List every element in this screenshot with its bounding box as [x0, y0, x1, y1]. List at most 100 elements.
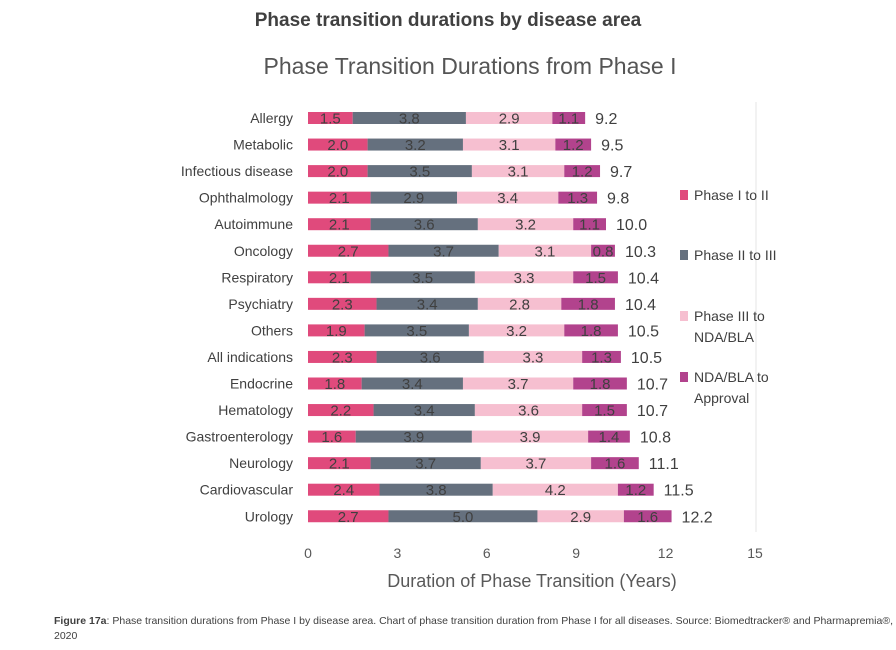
data-label: 1.8 [578, 296, 599, 313]
bar-segment [573, 377, 627, 390]
bar-segment [471, 165, 565, 178]
figure-caption-label: Figure 17a [54, 615, 107, 627]
data-label: 3.5 [409, 164, 430, 181]
data-label: 2.3 [332, 296, 353, 313]
data-label: 1.6 [637, 509, 658, 526]
figure-caption: Figure 17a: Phase transition durations f… [54, 614, 894, 644]
data-label: 3.7 [433, 243, 454, 260]
legend-swatch [680, 250, 688, 260]
total-label: 9.7 [610, 164, 632, 181]
data-label: 2.7 [338, 243, 359, 260]
data-label: 3.8 [399, 111, 420, 128]
total-label: 12.2 [682, 509, 713, 526]
data-label: 3.7 [508, 376, 529, 393]
total-label: 10.5 [631, 350, 662, 367]
total-label: 10.4 [628, 270, 659, 287]
data-label: 1.3 [591, 349, 612, 366]
x-tick-label: 12 [658, 545, 674, 561]
data-label: 2.2 [330, 403, 351, 420]
data-label: 2.3 [332, 349, 353, 366]
bar-segment [308, 457, 371, 470]
bar-segment [617, 483, 654, 496]
bar-segment [465, 112, 553, 124]
bar-segment [370, 191, 457, 204]
data-label: 3.9 [403, 429, 424, 446]
category-label: Cardiovascular [200, 482, 294, 498]
bar-segment [564, 324, 618, 337]
stacked-bar-chart: Phase Transition Durations from Phase I A… [181, 53, 777, 591]
data-label: 2.9 [499, 111, 520, 128]
data-label: 1.5 [594, 403, 615, 420]
legend-swatch [680, 190, 688, 200]
category-label: Allergy [250, 110, 293, 126]
bar-segment [308, 165, 368, 178]
category-label: Endocrine [230, 376, 293, 392]
data-label: 3.3 [514, 270, 535, 287]
bar-segment [376, 350, 484, 363]
category-label: Respiratory [221, 269, 293, 285]
total-label: 9.2 [595, 111, 617, 128]
bar-segment [376, 297, 478, 310]
bar-segment [480, 457, 592, 470]
total-label: 11.1 [649, 456, 679, 473]
data-label: 1.2 [572, 164, 593, 181]
data-label: 4.2 [545, 482, 566, 499]
data-label: 3.7 [415, 456, 436, 473]
category-label: Gastroenterology [186, 429, 293, 445]
bar-segment [388, 510, 538, 523]
data-label: 3.7 [526, 456, 547, 473]
total-label: 10.7 [637, 377, 668, 394]
data-label: 3.6 [518, 403, 539, 420]
bar-segment [352, 112, 466, 124]
x-tick-label: 6 [483, 545, 491, 561]
bar-segment [573, 271, 618, 284]
data-label: 2.1 [329, 190, 350, 207]
bar-segment [373, 404, 475, 417]
bar-segment [492, 483, 618, 496]
legend-label: Approval [694, 390, 749, 406]
data-label: 1.4 [599, 429, 620, 446]
category-label: All indications [207, 349, 293, 365]
data-label: 1.6 [605, 456, 626, 473]
bar-segment [582, 350, 621, 363]
bar-segment [370, 218, 478, 231]
bar-segment [308, 191, 371, 204]
data-label: 1.3 [567, 190, 588, 207]
total-label: 10.7 [637, 403, 668, 420]
total-label: 10.4 [625, 297, 656, 314]
data-label: 2.7 [338, 509, 359, 526]
bar-segment [457, 191, 559, 204]
bar-segment [555, 138, 592, 151]
bar-segment [623, 510, 672, 523]
data-label: 3.2 [405, 137, 426, 154]
data-label: 2.4 [333, 482, 354, 499]
category-label: Urology [245, 508, 293, 524]
bar-segment [308, 244, 389, 257]
bar-segment [591, 457, 639, 470]
bar-segment [308, 324, 365, 337]
data-label: 3.6 [420, 349, 441, 366]
total-label: 9.8 [607, 191, 629, 208]
data-label: 3.4 [417, 296, 438, 313]
bar-segment [462, 377, 574, 390]
bar-segment [308, 404, 374, 417]
total-label: 10.5 [628, 323, 659, 340]
bar-segment [308, 218, 371, 231]
bar-segment [308, 430, 356, 443]
bar-segment [308, 138, 368, 151]
data-label: 5.0 [453, 509, 474, 526]
data-label: 3.5 [412, 270, 433, 287]
data-label: 1.5 [585, 270, 606, 287]
data-label: 2.1 [329, 217, 350, 234]
bar-segment [474, 271, 574, 284]
legend-label: Phase I to II [694, 187, 769, 203]
data-label: 3.1 [499, 137, 520, 154]
bar-segment [498, 244, 592, 257]
legend-swatch [680, 311, 688, 321]
x-tick-label: 15 [747, 545, 763, 561]
bar-segment [573, 218, 606, 231]
data-label: 3.9 [520, 429, 541, 446]
data-label: 3.2 [515, 217, 536, 234]
total-label: 9.5 [601, 138, 623, 155]
bar-segment [370, 271, 475, 284]
